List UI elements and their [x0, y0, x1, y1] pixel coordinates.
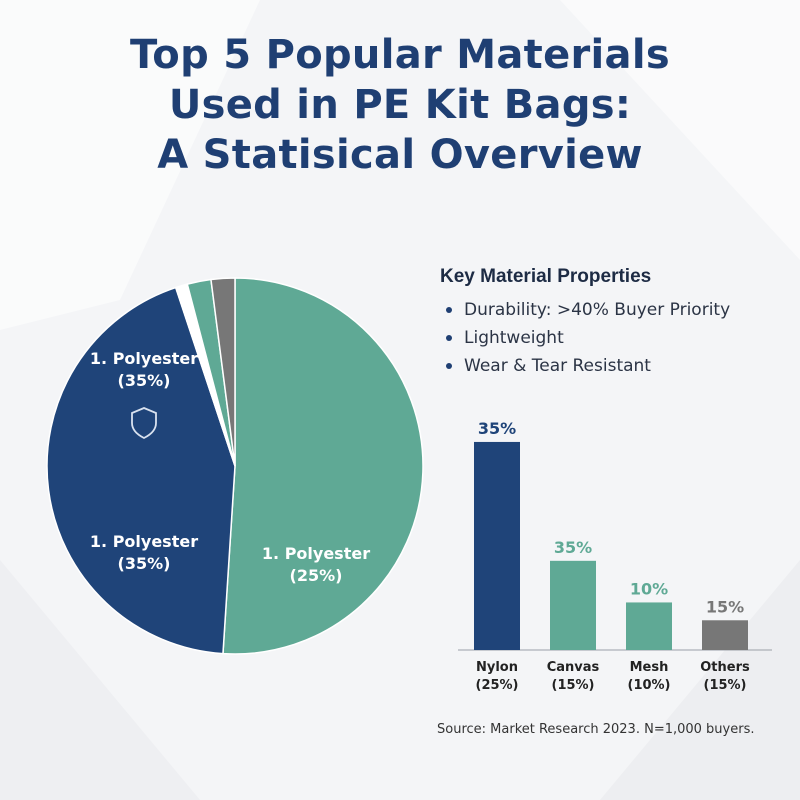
key-properties-heading: Key Material Properties: [440, 266, 652, 287]
pie-slice-label: (35%): [118, 371, 171, 390]
category-sublabel: (25%): [476, 678, 519, 693]
bar: [550, 560, 596, 650]
bullet-icon: [446, 307, 452, 313]
pie-slice: [210, 277, 236, 467]
bar-value-label: 35%: [554, 538, 592, 557]
property-item: Durability: >40% Buyer Priority: [440, 296, 780, 324]
property-item: Wear & Tear Resistant: [440, 352, 780, 380]
category-label: Others: [700, 660, 750, 675]
category-sublabel: (10%): [628, 678, 671, 693]
source-note: Source: Market Research 2023. N=1,000 bu…: [437, 722, 755, 737]
property-item: Lightweight: [440, 324, 780, 352]
category-label: Canvas: [547, 660, 600, 675]
property-text: Wear & Tear Resistant: [464, 356, 651, 376]
title-line-3: A Statisical Overview: [157, 132, 643, 178]
bar-value-label: 35%: [478, 419, 516, 438]
title-line-1: Top 5 Popular Materials: [130, 32, 670, 78]
bar: [702, 620, 748, 650]
bar: [626, 602, 672, 650]
bullet-icon: [446, 335, 452, 341]
pie-slice-label: (25%): [290, 566, 343, 585]
property-text: Durability: >40% Buyer Priority: [464, 300, 731, 320]
key-properties-list: Durability: >40% Buyer Priority Lightwei…: [440, 296, 780, 380]
bar-value-label: 15%: [706, 597, 744, 616]
key-properties-panel: Key Material Properties Durability: >40%…: [440, 266, 780, 380]
pie-slice-label: 1. Polyester: [90, 532, 198, 551]
bullet-icon: [446, 363, 452, 369]
category-sublabel: (15%): [704, 678, 747, 693]
bar-chart: 35% Nylon (25%) 35% Canvas (15%) 10% Mesh (10%) 1…: [458, 419, 772, 693]
category-label: Mesh: [630, 660, 669, 675]
page-title: Top 5 Popular Materials Used in PE Kit B…: [0, 30, 800, 180]
pie-slice-label: 1. Polyester: [262, 544, 370, 563]
shield-icon: [131, 407, 157, 440]
bar: [474, 441, 520, 650]
bar-value-label: 10%: [630, 579, 668, 598]
category-sublabel: (15%): [552, 678, 595, 693]
pie-chart: 1. Polyester (25%) 1. Polyester (35%) 1. Pol…: [46, 277, 424, 655]
property-text: Lightweight: [464, 328, 564, 348]
pie-slice-label: (35%): [118, 554, 171, 573]
pie-slice: [46, 286, 236, 655]
title-line-2: Used in PE Kit Bags:: [168, 82, 632, 128]
pie-slice-label: 1. Polyester: [90, 349, 198, 368]
category-label: Nylon: [476, 660, 518, 675]
pie-slice: [222, 277, 424, 655]
